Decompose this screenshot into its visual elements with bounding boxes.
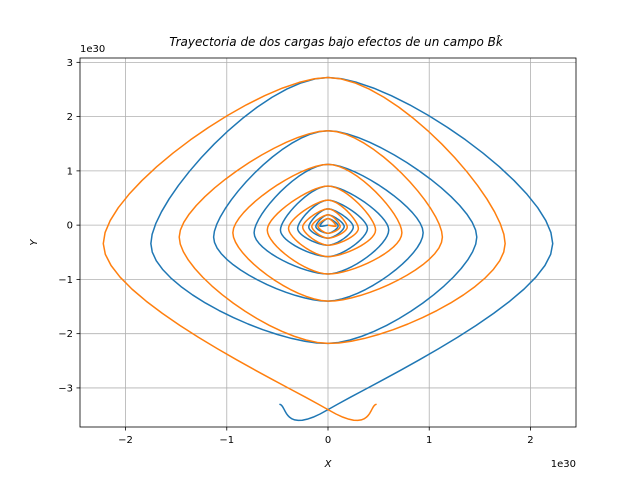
- y-tick-label: −2: [58, 329, 73, 340]
- y-tick-label: 1: [67, 166, 73, 177]
- y-offset-text: 1e30: [80, 44, 105, 55]
- x-axis-label: X: [324, 459, 333, 470]
- series-line-2: [102, 76, 506, 422]
- x-tick-label: 1: [426, 435, 432, 446]
- y-tick-label: −3: [58, 383, 73, 394]
- x-tick-label: −1: [219, 435, 234, 446]
- x-tick-label: −2: [118, 435, 133, 446]
- x-tick-label: 2: [527, 435, 533, 446]
- ticks: −2 −1 0 1 2 −3 −2 −1 0 1 2 3: [58, 58, 533, 446]
- x-tick-label: 0: [325, 435, 331, 446]
- chart-title: Trayectoria de dos cargas bajo efectos d…: [169, 35, 504, 49]
- y-tick-label: −1: [58, 275, 73, 286]
- grid: [80, 58, 576, 427]
- y-axis-label: Y: [29, 239, 40, 246]
- y-tick-label: 0: [67, 221, 73, 232]
- y-tick-label: 3: [67, 58, 73, 69]
- series-line-1: [150, 76, 554, 422]
- plot-series: [102, 76, 554, 422]
- x-offset-text: 1e30: [551, 459, 576, 470]
- y-tick-label: 2: [67, 112, 73, 123]
